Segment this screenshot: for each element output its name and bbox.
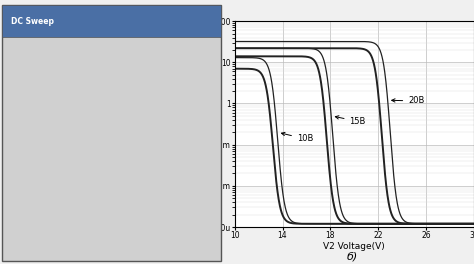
- Text: б): б): [346, 251, 357, 261]
- FancyBboxPatch shape: [2, 5, 220, 261]
- FancyBboxPatch shape: [2, 5, 220, 37]
- Y-axis label: Сопротивление канала (Ом): Сопротивление канала (Ом): [196, 67, 205, 181]
- Text: 15В: 15В: [335, 116, 366, 126]
- Text: DC Sweep: DC Sweep: [11, 17, 54, 26]
- Text: 10В: 10В: [282, 132, 313, 143]
- Text: 20В: 20В: [392, 96, 425, 106]
- X-axis label: V2 Voltage(V): V2 Voltage(V): [323, 242, 385, 251]
